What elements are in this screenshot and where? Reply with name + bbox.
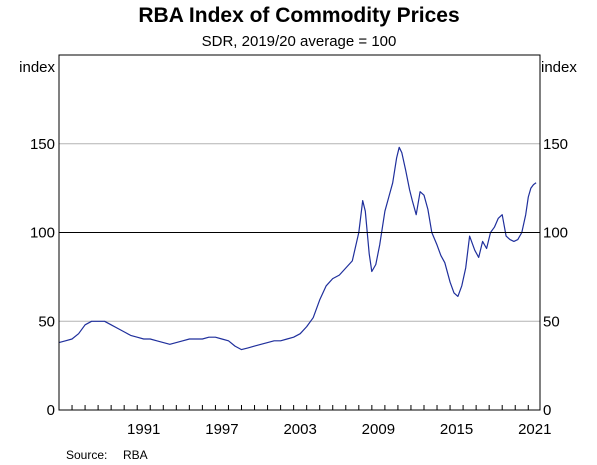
x-tick-2003: 2003 (283, 421, 316, 438)
y-axis-unit-right: index (541, 59, 577, 76)
y-tick-right-100: 100 (543, 225, 568, 242)
x-tick-2015: 2015 (440, 421, 473, 438)
x-tick-labels: 1991 1997 2003 2009 2015 2021 (127, 421, 551, 438)
y-tick-left-100: 100 (30, 225, 55, 242)
y-tick-left-0: 0 (47, 402, 55, 419)
y-tick-right-50: 50 (543, 313, 560, 330)
y-tick-left-150: 150 (30, 136, 55, 153)
gridlines (59, 143, 540, 322)
source-label: Source: (66, 448, 107, 462)
source-value: RBA (123, 448, 148, 462)
series-line-0 (58, 146, 537, 351)
x-tick-2021: 2021 (518, 421, 551, 438)
x-tick-2009: 2009 (362, 421, 395, 438)
series-layer (58, 146, 537, 351)
x-tick-1997: 1997 (205, 421, 238, 438)
plot-frame (58, 54, 541, 411)
y-tick-left-50: 50 (38, 313, 55, 330)
plot-border (58, 54, 541, 411)
chart-subtitle: SDR, 2019/20 average = 100 (202, 33, 397, 50)
x-tick-1991: 1991 (127, 421, 160, 438)
chart-title: RBA Index of Commodity Prices (138, 4, 459, 27)
y-axis-unit-left: index (19, 59, 55, 76)
y-tick-right-150: 150 (543, 136, 568, 153)
y-tick-labels: 0 0 50 50 100 100 150 150 (30, 136, 568, 419)
y-tick-right-0: 0 (543, 402, 551, 419)
